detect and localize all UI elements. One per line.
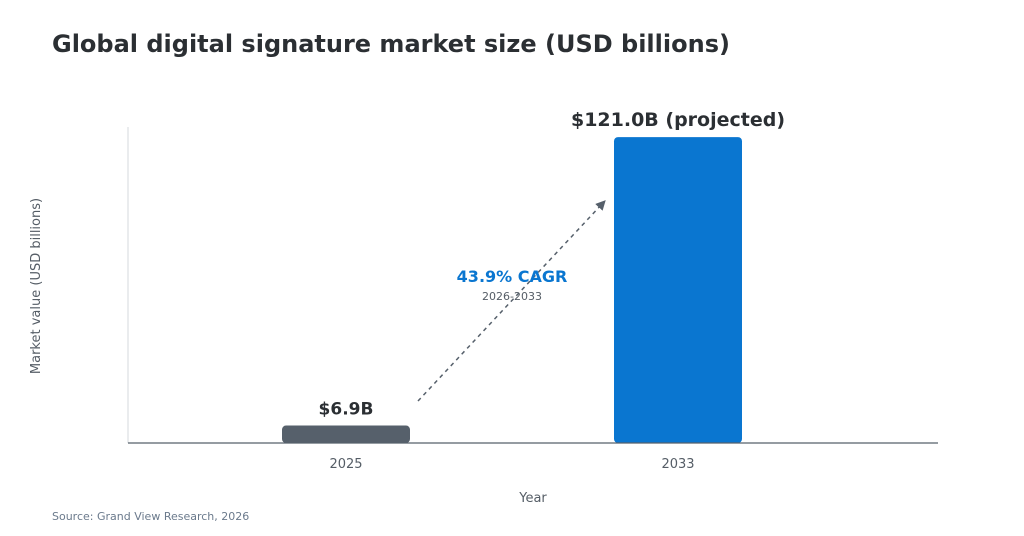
- chart-title: Global digital signature market size (US…: [52, 30, 730, 58]
- data-label-2025: $6.9B: [319, 400, 374, 420]
- y-axis-title: Market value (USD billions): [29, 198, 44, 374]
- bar-2025: [282, 425, 410, 443]
- cagr-arrow: [417, 200, 606, 402]
- bar-2033: [614, 137, 742, 443]
- plot-area: $6.9B 2025 $121.0B (projected) 2033 43.9% CA…: [29, 109, 938, 506]
- x-tick-label-2025: 2025: [329, 457, 362, 472]
- source-note: Source: Grand View Research, 2026: [52, 510, 250, 523]
- cagr-period-label: 2026-2033: [482, 290, 542, 303]
- x-tick-label-2033: 2033: [661, 457, 694, 472]
- x-axis-title: Year: [518, 491, 547, 506]
- cagr-label: 43.9% CAGR: [457, 267, 568, 286]
- data-label-2033: $121.0B (projected): [571, 109, 785, 131]
